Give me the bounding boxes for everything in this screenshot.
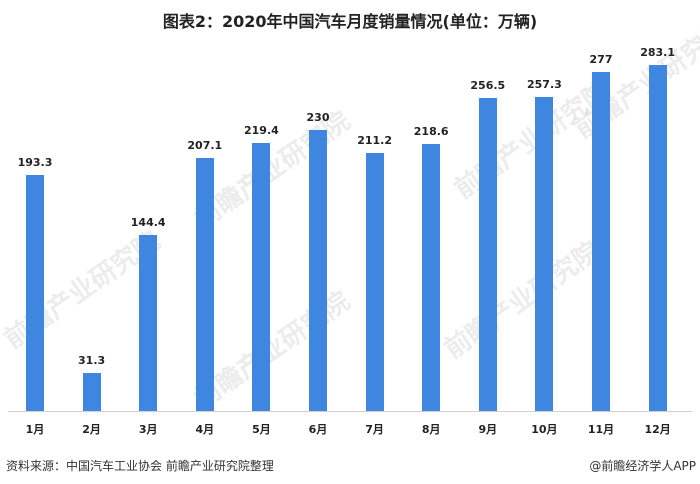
bar-5月	[252, 142, 271, 411]
watermark: 前瞻产业研究院	[439, 236, 606, 366]
bar-11月	[592, 72, 610, 411]
x-tick-label: 4月	[195, 423, 215, 436]
x-tick-label: 8月	[421, 423, 441, 436]
x-tick-label: 2月	[82, 423, 101, 436]
source-note: 资料来源：中国汽车工业协会 前瞻产业研究院整理	[6, 459, 274, 473]
x-tick-label: 1月	[25, 423, 45, 436]
bar-7月	[365, 152, 384, 411]
credit-note: @前瞻经济学人APP	[589, 459, 696, 473]
data-label: 256.5	[470, 78, 506, 92]
chart-title: 图表2：2020年中国汽车月度销量情况(单位：万辆)	[162, 12, 538, 31]
data-label: 193.3	[17, 155, 53, 169]
x-tick-label: 9月	[478, 423, 498, 436]
bar-2月	[82, 372, 101, 411]
x-axis-line	[8, 411, 692, 412]
bar-3月	[139, 234, 158, 411]
bar-6月	[309, 129, 327, 411]
bar-9月	[478, 97, 497, 411]
x-tick-label: 7月	[365, 423, 384, 436]
data-label: 218.6	[413, 124, 449, 138]
data-label: 207.1	[187, 138, 223, 152]
x-tick-label: 11月	[587, 423, 615, 436]
bar-1月	[26, 174, 44, 411]
x-tick-label: 10月	[531, 423, 558, 436]
x-tick-label: 12月	[644, 423, 671, 436]
data-label: 211.2	[357, 133, 392, 147]
data-label: 144.4	[130, 215, 166, 229]
data-label: 257.3	[526, 77, 562, 91]
data-label: 277	[589, 53, 613, 67]
bar-10月	[535, 96, 554, 411]
data-label: 31.3	[78, 353, 106, 367]
bar-8月	[422, 143, 441, 411]
x-tick-label: 6月	[308, 423, 328, 436]
data-label: 283.1	[640, 46, 675, 59]
x-tick-label: 5月	[252, 423, 271, 436]
data-label: 219.4	[243, 123, 279, 137]
bar-4月	[195, 157, 214, 411]
bar-12月	[648, 65, 667, 411]
data-label: 230	[306, 110, 330, 124]
x-tick-label: 3月	[138, 423, 158, 436]
